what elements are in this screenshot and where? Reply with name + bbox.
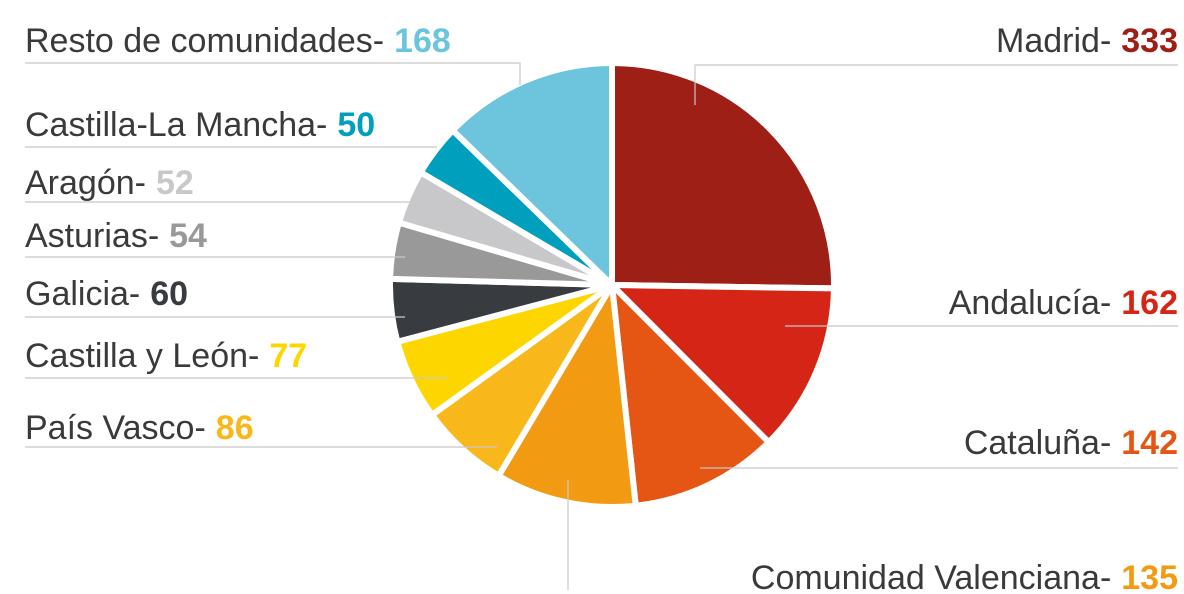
pie-slice [495,282,639,510]
pie-slice [449,60,615,288]
slice-label: Castilla y León- 77 [25,337,307,375]
slice-label: Madrid- 333 [996,22,1178,60]
label-value: 60 [150,275,188,313]
label-name: Castilla-La Mancha- [25,106,327,144]
label-value: 77 [269,337,307,375]
label-name: Asturias- [25,217,159,255]
slice-label: País Vasco- 86 [25,409,254,447]
label-name: País Vasco- [25,409,206,447]
label-value: 142 [1121,424,1178,462]
pie-slice [609,282,772,509]
label-name: Comunidad Valenciana- [751,559,1111,594]
label-name: Aragón- [25,164,146,202]
slice-label: Galicia- 60 [25,275,188,313]
label-name: Resto de comunidades- [25,22,384,60]
label-value: 86 [216,409,254,447]
label-name: Cataluña- [964,424,1111,462]
leader-line [25,62,521,85]
label-value: 168 [394,22,451,60]
pie-slice [609,60,837,292]
slice-label: Castilla-La Mancha- 50 [25,106,375,144]
label-name: Galicia- [25,275,140,313]
slice-label: Cataluña- 142 [964,424,1178,462]
leader-line [694,64,1178,105]
label-name: Madrid- [996,22,1111,60]
label-name: Castilla y León- [25,337,259,375]
label-value: 135 [1121,559,1178,594]
label-value: 52 [156,164,194,202]
slice-label: Comunidad Valenciana- 135 [751,559,1178,594]
slice-label: Resto de comunidades- 168 [25,22,451,60]
label-value: 162 [1121,284,1178,322]
pie-slice [609,282,837,446]
label-value: 54 [169,217,207,255]
label-value: 50 [337,106,375,144]
label-value: 333 [1121,22,1178,60]
slice-label: Aragón- 52 [25,164,194,202]
label-name: Andalucía- [949,284,1112,322]
slice-label: Asturias- 54 [25,217,207,255]
slice-label: Andalucía- 162 [949,284,1178,322]
